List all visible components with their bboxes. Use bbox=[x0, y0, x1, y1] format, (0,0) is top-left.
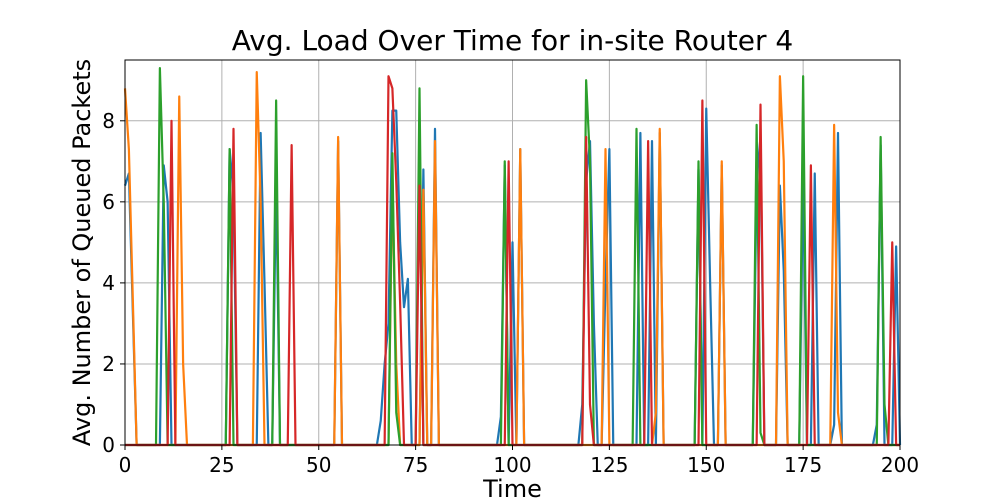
x-axis: 0 25 50 75 100 125 150 175 200 bbox=[119, 445, 919, 477]
x-tick-label: 0 bbox=[119, 453, 132, 477]
y-axis-title: Avg. Number of Queued Packets bbox=[68, 59, 96, 446]
y-axis: 0 2 4 6 8 bbox=[102, 109, 125, 457]
x-tick-label: 200 bbox=[881, 453, 919, 477]
x-tick-label: 125 bbox=[590, 453, 628, 477]
series-line-2 bbox=[123, 71, 900, 447]
x-tick-label: 25 bbox=[209, 453, 234, 477]
x-tick-label: 175 bbox=[784, 453, 822, 477]
x-axis-title: Time bbox=[482, 475, 542, 500]
y-tick-label: 0 bbox=[102, 433, 115, 457]
x-tick-label: 50 bbox=[306, 453, 331, 477]
y-tick-label: 8 bbox=[102, 109, 115, 133]
y-tick-label: 6 bbox=[102, 190, 115, 214]
x-tick-label: 150 bbox=[687, 453, 725, 477]
y-tick-label: 4 bbox=[102, 271, 115, 295]
y-tick-label: 2 bbox=[102, 352, 115, 376]
chart-title: Avg. Load Over Time for in-site Router 4 bbox=[232, 24, 793, 57]
x-tick-label: 100 bbox=[493, 453, 531, 477]
x-tick-label: 75 bbox=[403, 453, 428, 477]
